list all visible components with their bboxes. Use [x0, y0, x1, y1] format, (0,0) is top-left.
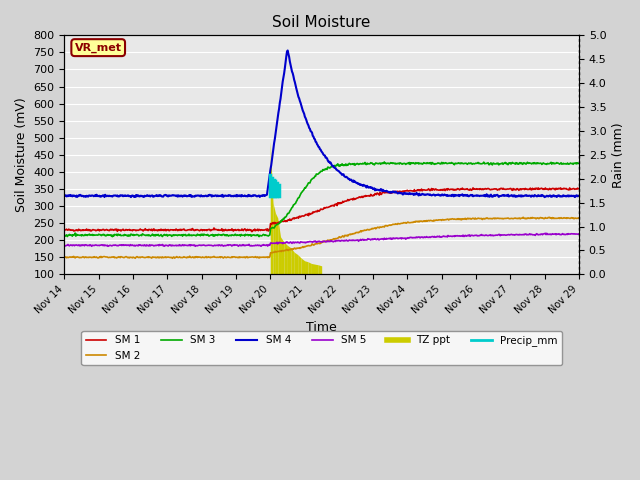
- SM 3: [70, 232, 77, 238]
- Line: SM 4: SM 4: [65, 50, 579, 197]
- SM 2: [168, 255, 176, 261]
- SM 1: [61, 227, 68, 233]
- SM 2: [61, 254, 68, 260]
- SM 4: [123, 193, 131, 199]
- SM 5: [191, 243, 199, 249]
- Text: VR_met: VR_met: [75, 43, 122, 53]
- SM 1: [557, 185, 564, 191]
- SM 2: [70, 253, 77, 259]
- SM 5: [70, 242, 77, 248]
- SM 5: [123, 242, 131, 248]
- SM 4: [175, 193, 183, 199]
- SM 5: [61, 242, 68, 248]
- SM 5: [175, 243, 183, 249]
- Legend: SM 1, SM 2, SM 3, SM 4, SM 5, TZ ppt, Precip_mm: SM 1, SM 2, SM 3, SM 4, SM 5, TZ ppt, Pr…: [81, 331, 562, 365]
- Y-axis label: Rain (mm): Rain (mm): [612, 122, 625, 188]
- SM 2: [519, 215, 527, 220]
- SM 1: [175, 228, 183, 233]
- SM 5: [575, 231, 583, 237]
- SM 5: [203, 243, 211, 249]
- X-axis label: Time: Time: [307, 321, 337, 334]
- SM 4: [70, 193, 77, 199]
- SM 3: [385, 161, 393, 167]
- SM 3: [124, 233, 131, 239]
- SM 4: [202, 193, 210, 199]
- SM 1: [248, 229, 256, 235]
- SM 1: [575, 186, 583, 192]
- SM 3: [575, 161, 583, 167]
- SM 2: [123, 254, 131, 260]
- SM 1: [385, 190, 392, 195]
- SM 2: [385, 223, 392, 228]
- SM 4: [400, 191, 408, 196]
- SM 5: [400, 236, 408, 241]
- SM 5: [385, 236, 392, 241]
- SM 1: [202, 227, 210, 233]
- SM 2: [176, 254, 184, 260]
- SM 2: [400, 220, 408, 226]
- SM 3: [61, 233, 68, 239]
- SM 1: [123, 227, 131, 233]
- SM 3: [109, 234, 116, 240]
- SM 1: [70, 228, 77, 234]
- SM 4: [385, 189, 392, 195]
- Line: SM 3: SM 3: [65, 162, 579, 237]
- Line: SM 5: SM 5: [65, 233, 579, 246]
- SM 2: [575, 215, 583, 221]
- SM 4: [284, 48, 292, 53]
- SM 1: [400, 189, 408, 195]
- SM 3: [203, 232, 211, 238]
- Y-axis label: Soil Moisture (mV): Soil Moisture (mV): [15, 97, 28, 212]
- Line: SM 2: SM 2: [65, 217, 579, 258]
- Line: SM 1: SM 1: [65, 188, 579, 232]
- SM 3: [401, 160, 408, 166]
- SM 5: [543, 230, 550, 236]
- SM 2: [203, 255, 211, 261]
- Title: Soil Moisture: Soil Moisture: [273, 15, 371, 30]
- SM 3: [176, 232, 184, 238]
- SM 3: [380, 159, 388, 165]
- SM 4: [61, 193, 68, 199]
- SM 4: [575, 193, 583, 199]
- SM 4: [541, 194, 548, 200]
